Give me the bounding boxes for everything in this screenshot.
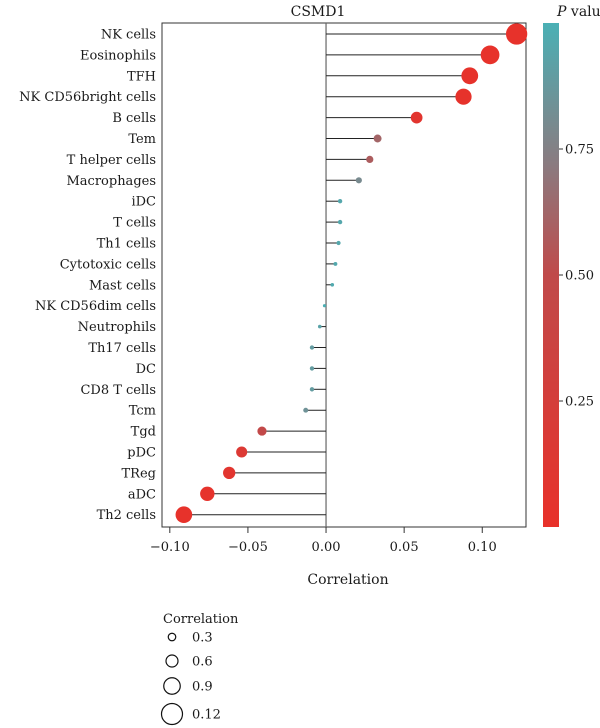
category-label-23: Th2 cells (97, 508, 156, 523)
point-2 (461, 67, 479, 85)
size-legend-circle-3 (160, 702, 184, 726)
point-20 (236, 446, 248, 458)
category-label-10: Th1 cells (97, 237, 156, 252)
category-label-8: iDC (131, 195, 156, 210)
colorbar-tick-label-1: 0.50 (565, 269, 594, 284)
x-axis: −0.10 −0.05 0.00 0.05 0.10 (150, 527, 497, 555)
size-legend: Correlation 0.3 0.6 0.9 0.12 (160, 612, 239, 726)
colorbar-title: P value (556, 4, 600, 20)
chart-title: CSMD1 (291, 4, 346, 20)
x-axis-title: Correlation (307, 572, 388, 588)
category-label-2: TFH (127, 69, 156, 84)
category-label-6: T helper cells (67, 153, 156, 168)
category-label-3: NK CD56bright cells (19, 90, 156, 105)
size-legend-circle-2 (163, 677, 181, 695)
plot-area (161, 22, 528, 528)
colorbar-tick-label-0: 0.25 (565, 395, 594, 410)
colorbar-gradient (543, 23, 559, 527)
category-label-22: aDC (128, 487, 156, 502)
category-label-15: Th17 cells (88, 341, 156, 356)
point-7 (355, 177, 362, 184)
point-3 (455, 88, 472, 105)
point-17 (309, 387, 315, 392)
point-6 (366, 155, 374, 163)
point-22 (200, 486, 215, 501)
point-15 (309, 345, 315, 350)
point-21 (223, 466, 236, 480)
category-label-1: Eosinophils (80, 48, 156, 63)
category-label-17: CD8 T cells (80, 383, 156, 398)
point-1 (480, 45, 500, 65)
plot-frame (161, 22, 527, 528)
category-labels: NK cells Eosinophils TFH NK CD56bright cell… (19, 28, 156, 524)
category-label-9: T cells (113, 216, 156, 231)
x-tick-label-0: −0.10 (150, 540, 190, 555)
category-label-21: TReg (122, 466, 156, 481)
size-legend-label-2: 0.9 (192, 680, 213, 695)
point-5 (373, 134, 382, 143)
size-legend-label-3: 0.12 (192, 708, 221, 723)
point-11 (333, 261, 338, 266)
x-tick-label-1: −0.05 (228, 540, 268, 555)
point-8 (337, 199, 343, 204)
point-12 (330, 283, 335, 287)
category-label-19: Tgd (131, 425, 156, 440)
size-legend-circle-0 (167, 632, 177, 642)
category-label-18: Tcm (129, 404, 156, 419)
point-14 (317, 324, 322, 329)
size-legend-title: Correlation (163, 612, 239, 627)
point-16 (309, 366, 315, 371)
size-legend-label-1: 0.6 (192, 655, 213, 670)
point-0 (505, 23, 528, 45)
category-label-16: DC (136, 362, 156, 377)
category-label-11: Cytotoxic cells (60, 257, 156, 272)
category-label-7: Macrophages (66, 174, 156, 189)
size-legend-label-0: 0.3 (192, 631, 213, 646)
point-18 (303, 407, 309, 413)
category-label-20: pDC (127, 446, 156, 461)
point-10 (336, 240, 341, 246)
colorbar-title-rest: value (566, 4, 600, 20)
x-tick-label-3: 0.05 (390, 540, 419, 555)
category-label-0: NK cells (101, 28, 156, 43)
x-tick-label-2: 0.00 (312, 540, 341, 555)
colorbar-tick-label-2: 0.75 (565, 143, 594, 158)
category-label-4: B cells (112, 111, 156, 126)
colorbar-title-italic: P (556, 4, 567, 20)
size-legend-circle-1 (165, 654, 179, 668)
category-label-5: Tem (128, 132, 156, 147)
point-23 (175, 506, 193, 524)
point-9 (337, 219, 343, 225)
p-value-colorbar: P value 0.25 0.50 0.75 (543, 4, 600, 527)
point-19 (257, 426, 267, 436)
category-label-12: Mast cells (89, 278, 156, 293)
x-tick-label-4: 0.10 (468, 540, 497, 555)
category-label-13: NK CD56dim cells (35, 299, 156, 314)
category-label-14: Neutrophils (78, 320, 156, 335)
point-4 (410, 111, 423, 124)
point-13 (322, 304, 327, 308)
